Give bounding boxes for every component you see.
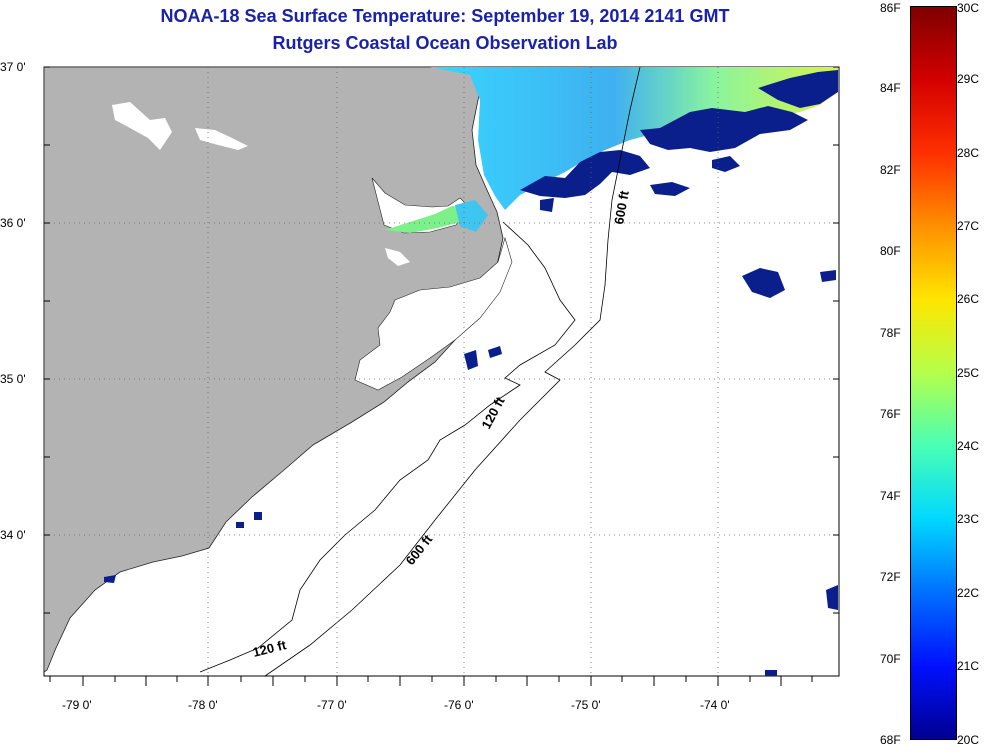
colorbar-label-c: 29C [957, 72, 980, 86]
colorbar-label-f: 78F [880, 326, 901, 340]
colorbar-label-c: 23C [957, 512, 980, 526]
sst-sound-patch [455, 200, 488, 232]
colorbar-label-c: 22C [957, 586, 980, 600]
inland-water [195, 128, 248, 150]
lon-label-75: -75 0' [571, 698, 601, 712]
sst-sound-patch [385, 206, 470, 233]
lat-label-37: 37 0' [0, 60, 26, 74]
colorbar-label-f: 68F [880, 733, 901, 747]
lon-label-74: -74 0' [700, 698, 730, 712]
colorbar-label-f: 84F [880, 81, 901, 95]
colorbar-label-c: 30C [957, 1, 980, 15]
lat-label-36: 36 0' [0, 216, 26, 230]
lon-label-77: -77 0' [317, 698, 347, 712]
chart-title: NOAA-18 Sea Surface Temperature: Septemb… [160, 6, 730, 26]
colorbar-label-f: 86F [880, 1, 901, 15]
lat-label-35: 35 0' [0, 372, 26, 386]
lon-label-79: -79 0' [62, 698, 92, 712]
lat-label-34: 34 0' [0, 528, 26, 542]
tick-marks [44, 66, 839, 686]
inland-water [112, 102, 172, 150]
chart-subtitle: Rutgers Coastal Ocean Observation Lab [272, 33, 618, 53]
colorbar-label-c: 24C [957, 439, 980, 453]
sst-warm-water [430, 67, 838, 210]
contour-120ft [199, 221, 576, 673]
sst-cool-patches [104, 70, 838, 676]
contour-600ft [264, 66, 641, 677]
colorbar-label-f: 72F [880, 570, 901, 584]
temperature-colorbar [910, 6, 957, 740]
colorbar-label-f: 74F [880, 489, 901, 503]
colorbar-label-c: 20C [957, 733, 980, 747]
colorbar-label-c: 25C [957, 366, 980, 380]
lon-label-78: -78 0' [188, 698, 218, 712]
colorbar-label-f: 82F [880, 163, 901, 177]
pamlico-sound [354, 236, 513, 391]
lon-label-76: -76 0' [444, 698, 474, 712]
colorbar-label-f: 70F [880, 652, 901, 666]
colorbar-label-c: 28C [957, 146, 980, 160]
colorbar-label-c: 26C [957, 292, 980, 306]
inland-water [385, 248, 410, 266]
contour-label-600ft-north: 600 ft [611, 189, 632, 226]
colorbar-label-f: 80F [880, 244, 901, 258]
colorbar-label-c: 27C [957, 219, 980, 233]
colorbar-label-f: 76F [880, 407, 901, 421]
colorbar-label-c: 21C [957, 659, 980, 673]
